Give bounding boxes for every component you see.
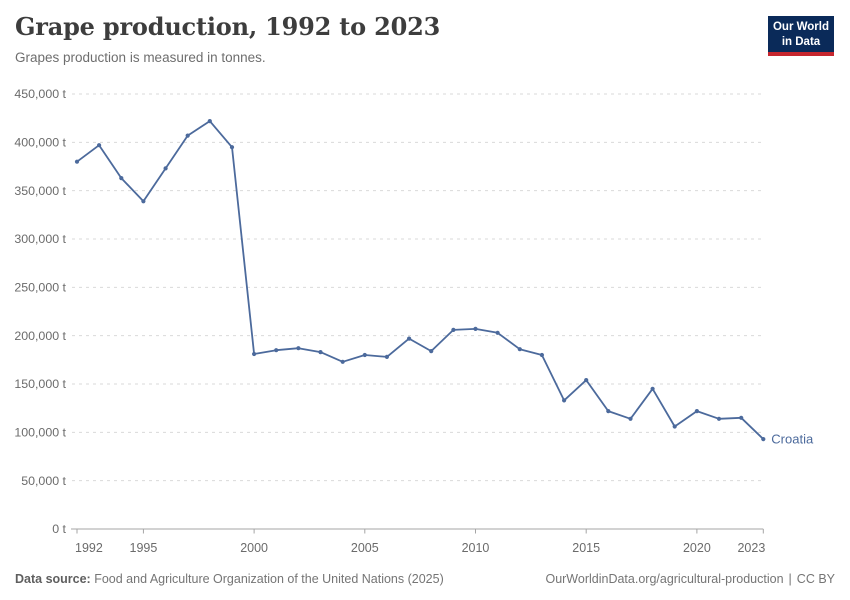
data-point[interactable] [318, 350, 323, 355]
data-point[interactable] [584, 378, 589, 383]
data-point[interactable] [407, 336, 412, 341]
data-point[interactable] [429, 349, 434, 354]
y-axis-label: 100,000 t [14, 426, 66, 440]
data-point[interactable] [97, 143, 102, 148]
data-point[interactable] [539, 352, 545, 358]
y-axis-label: 400,000 t [14, 136, 66, 150]
data-source-note: Data source: Food and Agriculture Organi… [15, 572, 444, 586]
data-point[interactable] [606, 409, 611, 414]
data-point[interactable] [229, 145, 235, 150]
data-point[interactable] [384, 354, 389, 359]
y-axis-label: 350,000 t [14, 184, 66, 198]
chart-title: Grape production, 1992 to 2023 [15, 12, 441, 41]
data-point[interactable] [473, 326, 478, 331]
x-axis-label: 2010 [462, 541, 490, 555]
data-point[interactable] [185, 133, 190, 138]
series-label-croatia[interactable]: Croatia [771, 432, 814, 447]
owid-logo[interactable]: Our World in Data [768, 16, 834, 57]
data-point[interactable] [739, 415, 744, 420]
x-axis-label: 1995 [130, 541, 158, 555]
data-point[interactable] [495, 330, 500, 335]
owid-url-link[interactable]: OurWorldinData.org/agricultural-producti… [545, 572, 784, 586]
data-point[interactable] [650, 386, 655, 391]
y-axis-label: 50,000 t [21, 474, 66, 488]
data-point[interactable] [451, 327, 456, 332]
data-point[interactable] [340, 359, 345, 364]
footer-divider: | [788, 572, 792, 586]
data-point[interactable] [296, 346, 301, 351]
data-point[interactable] [761, 437, 766, 442]
owid-logo-line1: Our World [772, 21, 829, 33]
data-point[interactable] [207, 119, 212, 124]
data-point[interactable] [141, 199, 146, 204]
data-point[interactable] [628, 416, 633, 421]
x-axis-label: 2020 [683, 541, 711, 555]
x-axis-label: 2023 [737, 541, 765, 555]
x-axis-label: 1992 [75, 541, 103, 555]
y-axis-label: 450,000 t [14, 87, 66, 101]
license-label: CC BY [796, 572, 835, 586]
data-point[interactable] [716, 416, 722, 421]
y-axis-label: 250,000 t [14, 281, 66, 295]
data-point[interactable] [119, 176, 124, 181]
x-axis-label: 2000 [240, 541, 268, 555]
data-point[interactable] [672, 424, 677, 429]
owid-logo-line2: in Data [781, 35, 821, 48]
data-point[interactable] [517, 347, 522, 352]
x-axis-label: 2005 [351, 541, 379, 555]
data-point[interactable] [362, 352, 367, 358]
y-axis-label: 0 t [52, 522, 66, 536]
chart-subtitle: Grapes production is measured in tonnes. [15, 50, 266, 65]
line-series-croatia[interactable] [76, 120, 765, 440]
data-point[interactable] [694, 409, 700, 414]
y-axis-label: 300,000 t [14, 232, 66, 246]
data-point[interactable] [163, 166, 168, 171]
footer-links: OurWorldinData.org/agricultural-producti… [545, 572, 835, 586]
y-axis-label: 150,000 t [14, 377, 66, 391]
y-axis-label: 200,000 t [14, 329, 66, 343]
data-point[interactable] [562, 398, 567, 403]
data-point[interactable] [252, 351, 257, 357]
data-point[interactable] [274, 348, 279, 353]
x-axis-label: 2015 [572, 541, 600, 555]
data-source-text: Food and Agriculture Organization of the… [94, 572, 444, 586]
data-source-label: Data source: [15, 572, 91, 586]
data-point[interactable] [74, 159, 80, 164]
